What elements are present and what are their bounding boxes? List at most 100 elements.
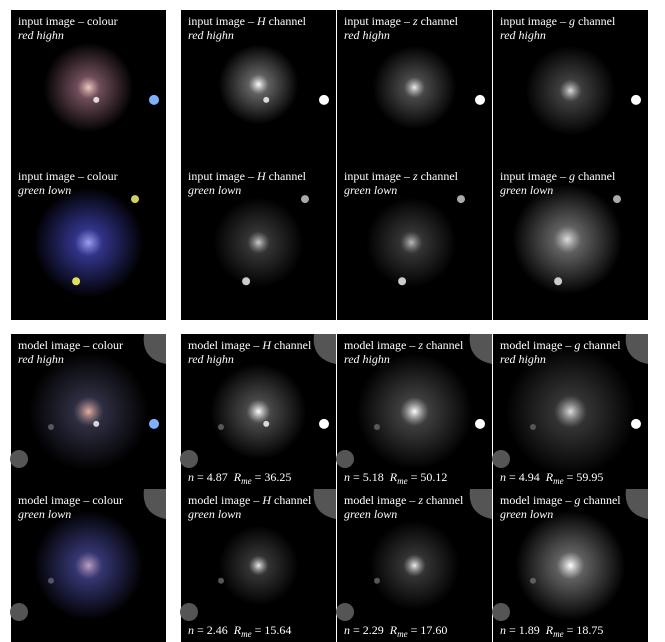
panel-title: input image – H channel <box>188 169 307 183</box>
r-symbol: R <box>233 623 242 637</box>
fit-stats: n = 5.18 Rme = 50.12 <box>344 470 447 486</box>
r-symbol: R <box>389 470 398 484</box>
star <box>319 418 329 429</box>
title-part: channel <box>575 169 616 183</box>
star <box>149 94 159 105</box>
title-part: input image – <box>344 169 413 183</box>
panel-subtitle: green lown <box>500 507 553 521</box>
panel-title: model image – z channel <box>344 338 464 352</box>
title-part: model image – <box>344 493 418 507</box>
star <box>93 96 100 103</box>
title-part: z <box>417 493 423 507</box>
mask-region <box>492 603 510 621</box>
title-part: channel <box>418 14 459 28</box>
panel-subtitle: red highn <box>344 28 390 42</box>
equals: = <box>411 623 418 637</box>
panel-subtitle: green lown <box>500 183 553 197</box>
title-part: g <box>569 169 575 183</box>
title-part: model image – colour <box>18 493 123 507</box>
panel-title: input image – H channel <box>188 14 307 28</box>
r-subscript: me <box>397 629 408 639</box>
galaxy <box>28 351 149 472</box>
title-part: z <box>417 338 423 352</box>
title-part: channel <box>266 169 307 183</box>
equals: = <box>197 623 204 637</box>
mask-region <box>143 334 166 364</box>
star <box>457 195 465 204</box>
panel-subtitle: red highn <box>188 28 234 42</box>
r-value: 18.75 <box>576 623 603 637</box>
r-subscript: me <box>241 476 252 486</box>
title-part: H <box>256 169 267 183</box>
r-subscript: me <box>553 629 564 639</box>
mask-region <box>625 334 648 364</box>
galaxy <box>356 353 473 470</box>
title-part: g <box>569 14 575 28</box>
n-value: 2.29 <box>363 623 384 637</box>
star <box>93 420 100 427</box>
mask-region <box>469 334 492 364</box>
galaxy <box>512 184 623 295</box>
star <box>301 195 309 204</box>
star <box>554 277 563 286</box>
star <box>613 195 621 204</box>
mask-region <box>10 450 28 468</box>
mask-region <box>625 489 648 519</box>
n-symbol: n <box>188 623 194 637</box>
panel-subtitle: green lown <box>344 507 397 521</box>
n-value: 1.89 <box>519 623 540 637</box>
mask-region <box>336 603 354 621</box>
panel-subtitle: red highn <box>344 352 390 366</box>
title-part: input image – colour <box>18 169 118 183</box>
galaxy <box>33 187 144 298</box>
galaxy <box>515 510 626 621</box>
star <box>149 418 159 429</box>
equals: = <box>353 470 360 484</box>
title-part: model image – <box>500 493 574 507</box>
star <box>475 94 485 105</box>
title-part: H <box>261 338 272 352</box>
n-value: 2.46 <box>207 623 228 637</box>
equals: = <box>509 470 516 484</box>
mask-region <box>492 450 510 468</box>
r-symbol: R <box>389 623 398 637</box>
panel-title: model image – colour <box>18 338 123 352</box>
title-part: channel <box>575 14 616 28</box>
equals: = <box>509 623 516 637</box>
equals: = <box>567 470 574 484</box>
panel-subtitle: red highn <box>188 352 234 366</box>
mask-region <box>469 489 492 519</box>
title-part: model image – <box>344 338 418 352</box>
equals: = <box>567 623 574 637</box>
n-value: 5.18 <box>363 470 384 484</box>
star <box>319 94 329 105</box>
galaxy <box>213 197 304 288</box>
fit-stats: n = 1.89 Rme = 18.75 <box>500 623 603 639</box>
galaxy <box>525 45 616 136</box>
title-part: input image – <box>500 169 569 183</box>
mask-region <box>336 450 354 468</box>
panel-subtitle: green lown <box>188 507 241 521</box>
galaxy <box>366 197 457 288</box>
panel-subtitle: green lown <box>18 507 71 521</box>
mask-region <box>10 603 28 621</box>
title-part: input image – <box>188 14 257 28</box>
n-value: 4.87 <box>207 470 228 484</box>
r-value: 17.60 <box>420 623 447 637</box>
r-value: 59.95 <box>576 470 603 484</box>
star <box>398 277 407 286</box>
panel: input image – g channel green lown <box>493 165 648 320</box>
title-part: channel <box>271 493 312 507</box>
